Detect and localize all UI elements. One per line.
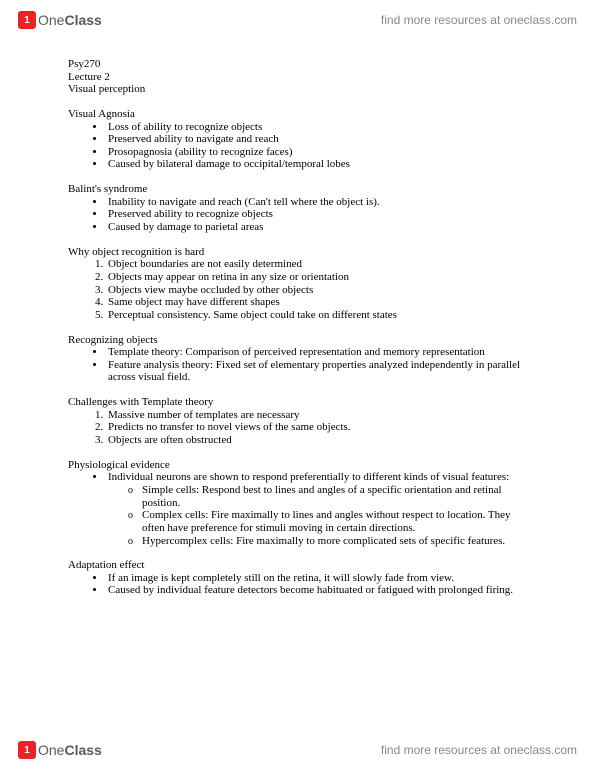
section-title: Challenges with Template theory <box>68 396 535 409</box>
list-item: Objects are often obstructed <box>106 434 535 447</box>
lecture-topic: Visual perception <box>68 83 535 96</box>
brand-word-class: Class <box>64 12 101 28</box>
brand-word-class: Class <box>64 742 101 758</box>
page-footer: 1 OneClass find more resources at onecla… <box>0 736 595 764</box>
list-item: Perceptual consistency. Same object coul… <box>106 309 535 322</box>
section-recognizing: Recognizing objects Template theory: Com… <box>68 334 535 385</box>
list-item: Template theory: Comparison of perceived… <box>106 346 535 359</box>
section-visual-agnosia: Visual Agnosia Loss of ability to recogn… <box>68 108 535 171</box>
list-item: Object boundaries are not easily determi… <box>106 258 535 271</box>
list-item: Objects may appear on retina in any size… <box>106 271 535 284</box>
list-item: Feature analysis theory: Fixed set of el… <box>106 359 535 384</box>
section-list: If an image is kept completely still on … <box>68 572 535 597</box>
list-item: Massive number of templates are necessar… <box>106 409 535 422</box>
lecture-number: Lecture 2 <box>68 71 535 84</box>
list-item: Preserved ability to navigate and reach <box>106 133 535 146</box>
brand-logo-text: OneClass <box>38 742 102 758</box>
sub-list-item: Hypercomplex cells: Fire maximally to mo… <box>140 535 535 548</box>
section-list: Object boundaries are not easily determi… <box>68 258 535 321</box>
list-item: Caused by bilateral damage to occipital/… <box>106 158 535 171</box>
sub-list-item: Simple cells: Respond best to lines and … <box>140 484 535 509</box>
brand-logo-icon: 1 <box>18 11 36 29</box>
section-adaptation: Adaptation effect If an image is kept co… <box>68 559 535 597</box>
doc-heading: Psy270 Lecture 2 Visual perception <box>68 58 535 96</box>
list-item: Prosopagnosia (ability to recognize face… <box>106 146 535 159</box>
section-title: Recognizing objects <box>68 334 535 347</box>
footer-cta-link[interactable]: find more resources at oneclass.com <box>381 743 577 757</box>
section-title: Adaptation effect <box>68 559 535 572</box>
brand-word-one: One <box>38 742 64 758</box>
section-title: Why object recognition is hard <box>68 246 535 259</box>
sub-list-item: Complex cells: Fire maximally to lines a… <box>140 509 535 534</box>
list-item: If an image is kept completely still on … <box>106 572 535 585</box>
section-balint: Balint's syndrome Inability to navigate … <box>68 183 535 234</box>
list-item: Caused by damage to parietal areas <box>106 221 535 234</box>
list-item: Objects view maybe occluded by other obj… <box>106 284 535 297</box>
section-challenges: Challenges with Template theory Massive … <box>68 396 535 447</box>
section-list: Massive number of templates are necessar… <box>68 409 535 447</box>
page-header: 1 OneClass find more resources at onecla… <box>0 6 595 34</box>
list-item: Loss of ability to recognize objects <box>106 121 535 134</box>
brand-logo: 1 OneClass <box>18 11 102 29</box>
list-item: Preserved ability to recognize objects <box>106 208 535 221</box>
list-item: Predicts no transfer to novel views of t… <box>106 421 535 434</box>
brand-logo: 1 OneClass <box>18 741 102 759</box>
brand-word-one: One <box>38 12 64 28</box>
section-title: Physiological evidence <box>68 459 535 472</box>
course-code: Psy270 <box>68 58 535 71</box>
list-item: Same object may have different shapes <box>106 296 535 309</box>
document-body: Psy270 Lecture 2 Visual perception Visua… <box>68 58 535 609</box>
section-physiological: Physiological evidence Individual neuron… <box>68 459 535 547</box>
header-cta-link[interactable]: find more resources at oneclass.com <box>381 13 577 27</box>
list-item-lead: Individual neurons are shown to respond … <box>108 471 509 483</box>
list-item: Inability to navigate and reach (Can't t… <box>106 196 535 209</box>
section-list: Individual neurons are shown to respond … <box>68 471 535 547</box>
list-item: Individual neurons are shown to respond … <box>106 471 535 547</box>
section-list: Template theory: Comparison of perceived… <box>68 346 535 384</box>
sub-list: Simple cells: Respond best to lines and … <box>108 484 535 547</box>
list-item: Caused by individual feature detectors b… <box>106 584 535 597</box>
section-title: Visual Agnosia <box>68 108 535 121</box>
brand-logo-icon: 1 <box>18 741 36 759</box>
section-title: Balint's syndrome <box>68 183 535 196</box>
section-list: Loss of ability to recognize objects Pre… <box>68 121 535 172</box>
section-list: Inability to navigate and reach (Can't t… <box>68 196 535 234</box>
section-why-hard: Why object recognition is hard Object bo… <box>68 246 535 322</box>
brand-logo-text: OneClass <box>38 12 102 28</box>
